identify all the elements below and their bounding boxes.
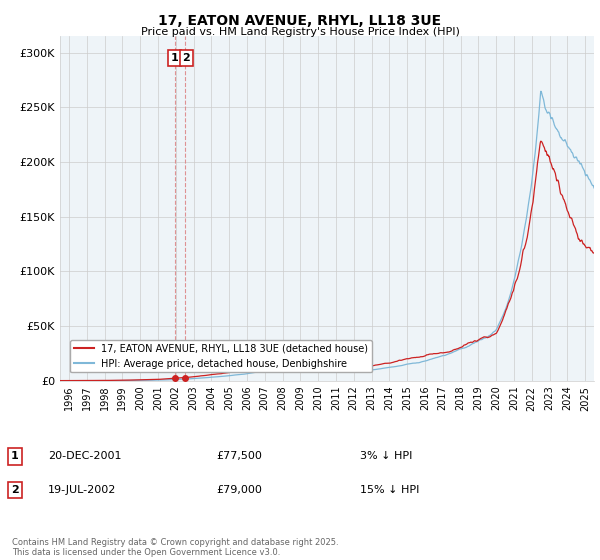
Text: £79,000: £79,000 [216, 485, 262, 495]
Text: £77,500: £77,500 [216, 451, 262, 461]
Text: 15% ↓ HPI: 15% ↓ HPI [360, 485, 419, 495]
Legend: 17, EATON AVENUE, RHYL, LL18 3UE (detached house), HPI: Average price, detached : 17, EATON AVENUE, RHYL, LL18 3UE (detach… [70, 340, 372, 372]
Text: 20-DEC-2001: 20-DEC-2001 [48, 451, 121, 461]
Text: 2: 2 [182, 53, 190, 63]
Text: Price paid vs. HM Land Registry's House Price Index (HPI): Price paid vs. HM Land Registry's House … [140, 27, 460, 37]
Text: 1: 1 [11, 451, 19, 461]
Text: 2: 2 [11, 485, 19, 495]
Text: 3% ↓ HPI: 3% ↓ HPI [360, 451, 412, 461]
Text: Contains HM Land Registry data © Crown copyright and database right 2025.
This d: Contains HM Land Registry data © Crown c… [12, 538, 338, 557]
Text: 19-JUL-2002: 19-JUL-2002 [48, 485, 116, 495]
Text: 1: 1 [170, 53, 178, 63]
Text: 17, EATON AVENUE, RHYL, LL18 3UE: 17, EATON AVENUE, RHYL, LL18 3UE [158, 14, 442, 28]
